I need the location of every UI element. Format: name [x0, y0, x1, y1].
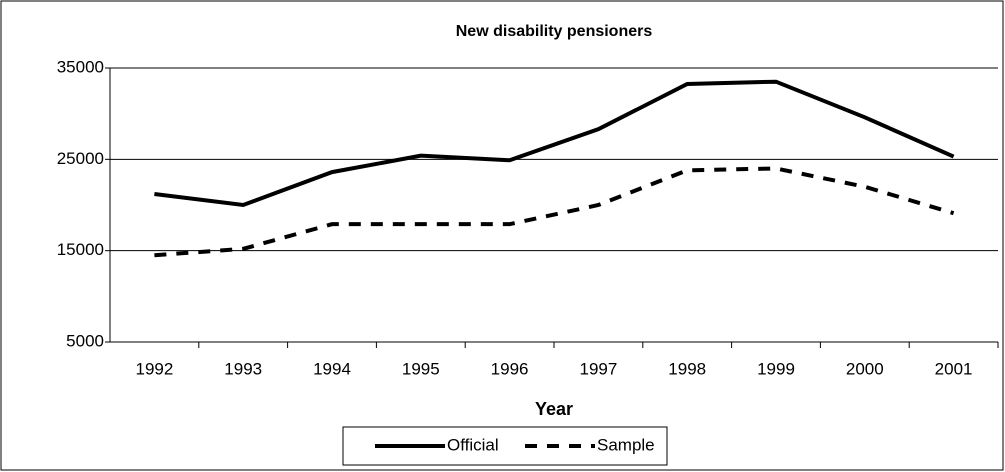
- series-line: [154, 79, 955, 208]
- y-tick-label: 15000: [57, 240, 104, 259]
- y-tick-label: 35000: [57, 57, 104, 76]
- x-tick-label: 1996: [491, 359, 529, 378]
- x-tick-label: 2000: [846, 359, 884, 378]
- x-tick-label: 1999: [757, 359, 795, 378]
- x-tick-label: 1994: [313, 359, 351, 378]
- x-tick-label: 1993: [224, 359, 262, 378]
- y-tick-label: 25000: [57, 149, 104, 168]
- y-tick-label: 5000: [66, 331, 104, 350]
- x-tick-label: 1992: [135, 359, 173, 378]
- x-tick-label: 1998: [668, 359, 706, 378]
- x-axis-label: Year: [535, 399, 573, 419]
- series-line: [154, 166, 955, 258]
- chart-title: New disability pensioners: [456, 23, 653, 40]
- x-tick-label: 1997: [579, 359, 617, 378]
- legend-label: Official: [447, 435, 499, 454]
- x-tick-label: 2001: [935, 359, 973, 378]
- legend-label: Sample: [597, 435, 655, 454]
- x-tick-label: 1995: [402, 359, 440, 378]
